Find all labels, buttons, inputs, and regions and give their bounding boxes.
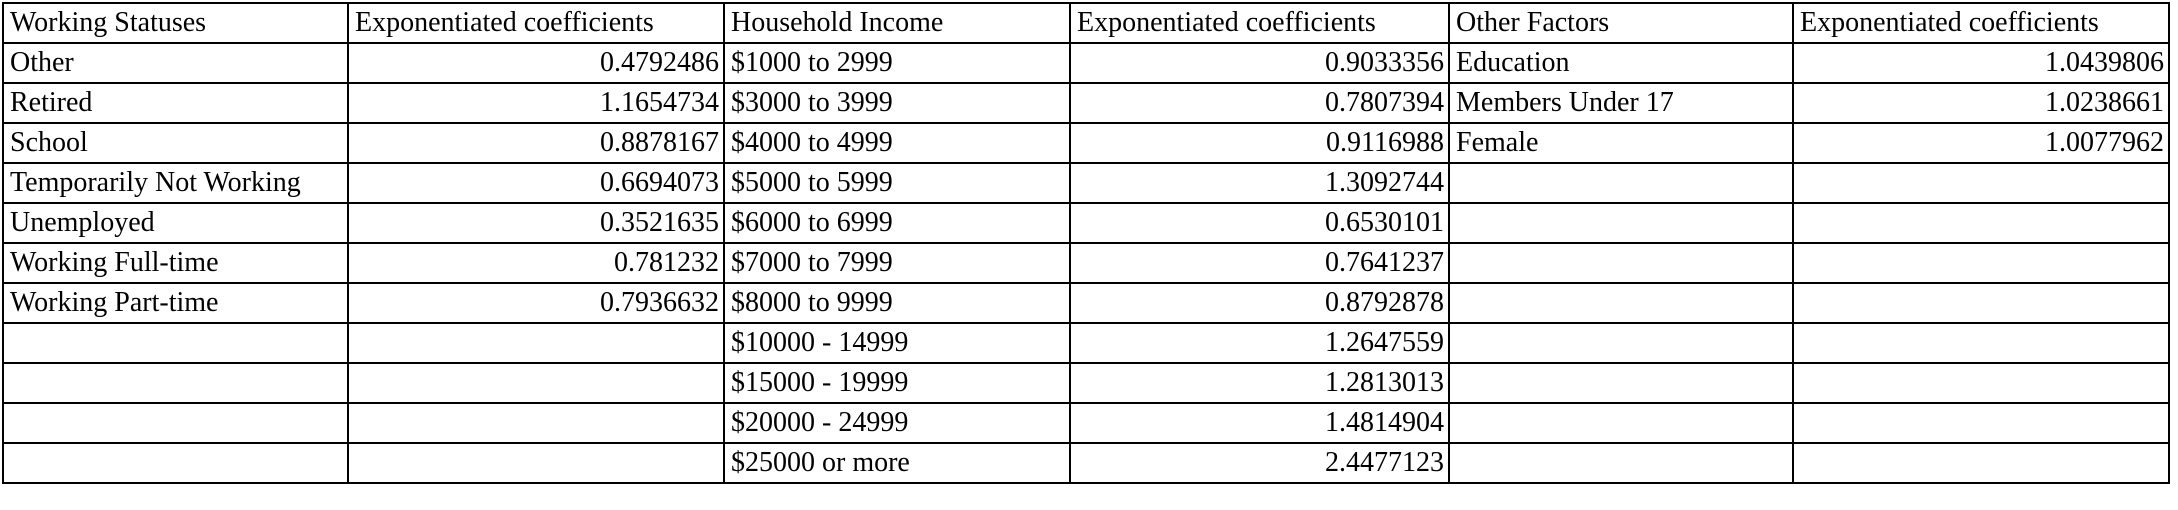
coefficient-cell[interactable] [347, 362, 725, 404]
header-cell[interactable]: Other Factors [1448, 2, 1794, 44]
coefficient-cell[interactable]: 0.7807394 [1069, 82, 1450, 124]
label-cell[interactable]: Working Full-time [2, 242, 349, 284]
coefficient-cell[interactable]: 1.2647559 [1069, 322, 1450, 364]
header-cell[interactable]: Exponentiated coefficients [347, 2, 725, 44]
coefficient-cell[interactable]: 1.2813013 [1069, 362, 1450, 404]
coefficient-cell[interactable] [1792, 322, 2170, 364]
table-row: Other 0.4792486 $1000 to 2999 0.9033356 Educ… [2, 42, 2170, 84]
label-cell[interactable]: $20000 - 24999 [723, 402, 1071, 444]
label-cell[interactable] [1448, 242, 1794, 284]
coefficient-cell[interactable] [347, 322, 725, 364]
coefficient-cell[interactable]: 0.3521635 [347, 202, 725, 244]
label-cell[interactable] [1448, 402, 1794, 444]
label-cell[interactable]: $3000 to 3999 [723, 82, 1071, 124]
coefficient-cell[interactable]: 1.3092744 [1069, 162, 1450, 204]
header-cell[interactable]: Exponentiated coefficients [1792, 2, 2170, 44]
coefficient-cell[interactable]: 0.9116988 [1069, 122, 1450, 164]
table-row: Retired 1.1654734 $3000 to 3999 0.7807394 Me… [2, 82, 2170, 124]
label-cell[interactable]: Unemployed [2, 202, 349, 244]
coefficient-cell[interactable]: 1.0238661 [1792, 82, 2170, 124]
coefficient-cell[interactable]: 1.0439806 [1792, 42, 2170, 84]
coefficient-cell[interactable]: 0.4792486 [347, 42, 725, 84]
label-cell[interactable]: Working Part-time [2, 282, 349, 324]
coefficient-cell[interactable]: 0.7936632 [347, 282, 725, 324]
label-cell[interactable] [2, 322, 349, 364]
table-row: $10000 - 14999 1.2647559 [2, 322, 2170, 364]
label-cell[interactable]: Retired [2, 82, 349, 124]
coefficient-cell[interactable] [347, 402, 725, 444]
label-cell[interactable]: $4000 to 4999 [723, 122, 1071, 164]
label-cell[interactable] [1448, 202, 1794, 244]
label-cell[interactable] [2, 362, 349, 404]
coefficient-cell[interactable] [1792, 362, 2170, 404]
table-row: $15000 - 19999 1.2813013 [2, 362, 2170, 404]
label-cell[interactable]: Members Under 17 [1448, 82, 1794, 124]
coefficient-cell[interactable]: 1.1654734 [347, 82, 725, 124]
table-row: Working Part-time 0.7936632 $8000 to 9999 0… [2, 282, 2170, 324]
coefficient-cell[interactable]: 0.8878167 [347, 122, 725, 164]
label-cell[interactable] [1448, 162, 1794, 204]
header-row: Working Statuses Exponentiated coefficie… [2, 2, 2170, 44]
label-cell[interactable] [1448, 442, 1794, 484]
label-cell[interactable] [1448, 362, 1794, 404]
header-cell[interactable]: Working Statuses [2, 2, 349, 44]
label-cell[interactable] [1448, 282, 1794, 324]
coefficient-cell[interactable]: 0.6694073 [347, 162, 725, 204]
coefficient-cell[interactable]: 0.8792878 [1069, 282, 1450, 324]
label-cell[interactable]: $10000 - 14999 [723, 322, 1071, 364]
coefficient-cell[interactable]: 0.781232 [347, 242, 725, 284]
table-row: Temporarily Not Working 0.6694073 $5000 to… [2, 162, 2170, 204]
coefficient-cell[interactable] [1792, 282, 2170, 324]
coefficient-cell[interactable]: 2.4477123 [1069, 442, 1450, 484]
table-row: School 0.8878167 $4000 to 4999 0.9116988 Fem… [2, 122, 2170, 164]
coefficient-cell[interactable]: 0.9033356 [1069, 42, 1450, 84]
coefficient-cell[interactable] [1792, 162, 2170, 204]
label-cell[interactable]: Female [1448, 122, 1794, 164]
label-cell[interactable]: $8000 to 9999 [723, 282, 1071, 324]
coefficient-cell[interactable] [1792, 242, 2170, 284]
coefficient-cell[interactable] [347, 442, 725, 484]
label-cell[interactable]: $25000 or more [723, 442, 1071, 484]
label-cell[interactable] [2, 402, 349, 444]
label-cell[interactable] [2, 442, 349, 484]
label-cell[interactable]: School [2, 122, 349, 164]
coefficients-table: Working Statuses Exponentiated coefficie… [2, 2, 2170, 484]
table-row: $25000 or more 2.4477123 [2, 442, 2170, 484]
label-cell[interactable]: Other [2, 42, 349, 84]
header-cell[interactable]: Household Income [723, 2, 1071, 44]
coefficient-cell[interactable] [1792, 202, 2170, 244]
header-cell[interactable]: Exponentiated coefficients [1069, 2, 1450, 44]
coefficient-cell[interactable]: 1.0077962 [1792, 122, 2170, 164]
coefficient-cell[interactable]: 0.7641237 [1069, 242, 1450, 284]
label-cell[interactable]: $5000 to 5999 [723, 162, 1071, 204]
table-row: Working Full-time 0.781232 $7000 to 7999 0.… [2, 242, 2170, 284]
coefficient-cell[interactable]: 0.6530101 [1069, 202, 1450, 244]
label-cell[interactable]: Education [1448, 42, 1794, 84]
label-cell[interactable]: $7000 to 7999 [723, 242, 1071, 284]
table-row: $20000 - 24999 1.4814904 [2, 402, 2170, 444]
label-cell[interactable]: $6000 to 6999 [723, 202, 1071, 244]
label-cell[interactable]: Temporarily Not Working [2, 162, 349, 204]
label-cell[interactable]: $1000 to 2999 [723, 42, 1071, 84]
label-cell[interactable] [1448, 322, 1794, 364]
table-body: Working Statuses Exponentiated coefficie… [2, 2, 2170, 484]
coefficient-cell[interactable]: 1.4814904 [1069, 402, 1450, 444]
label-cell[interactable]: $15000 - 19999 [723, 362, 1071, 404]
table-row: Unemployed 0.3521635 $6000 to 6999 0.653010… [2, 202, 2170, 244]
coefficient-cell[interactable] [1792, 442, 2170, 484]
coefficient-cell[interactable] [1792, 402, 2170, 444]
